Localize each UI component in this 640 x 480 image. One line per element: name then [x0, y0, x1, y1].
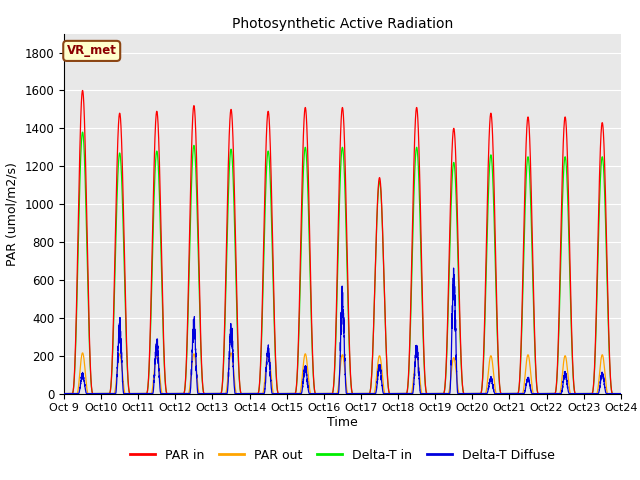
Y-axis label: PAR (umol/m2/s): PAR (umol/m2/s) [6, 162, 19, 265]
Title: Photosynthetic Active Radiation: Photosynthetic Active Radiation [232, 17, 453, 31]
Text: VR_met: VR_met [67, 44, 116, 58]
Legend: PAR in, PAR out, Delta-T in, Delta-T Diffuse: PAR in, PAR out, Delta-T in, Delta-T Dif… [125, 444, 560, 467]
X-axis label: Time: Time [327, 416, 358, 429]
